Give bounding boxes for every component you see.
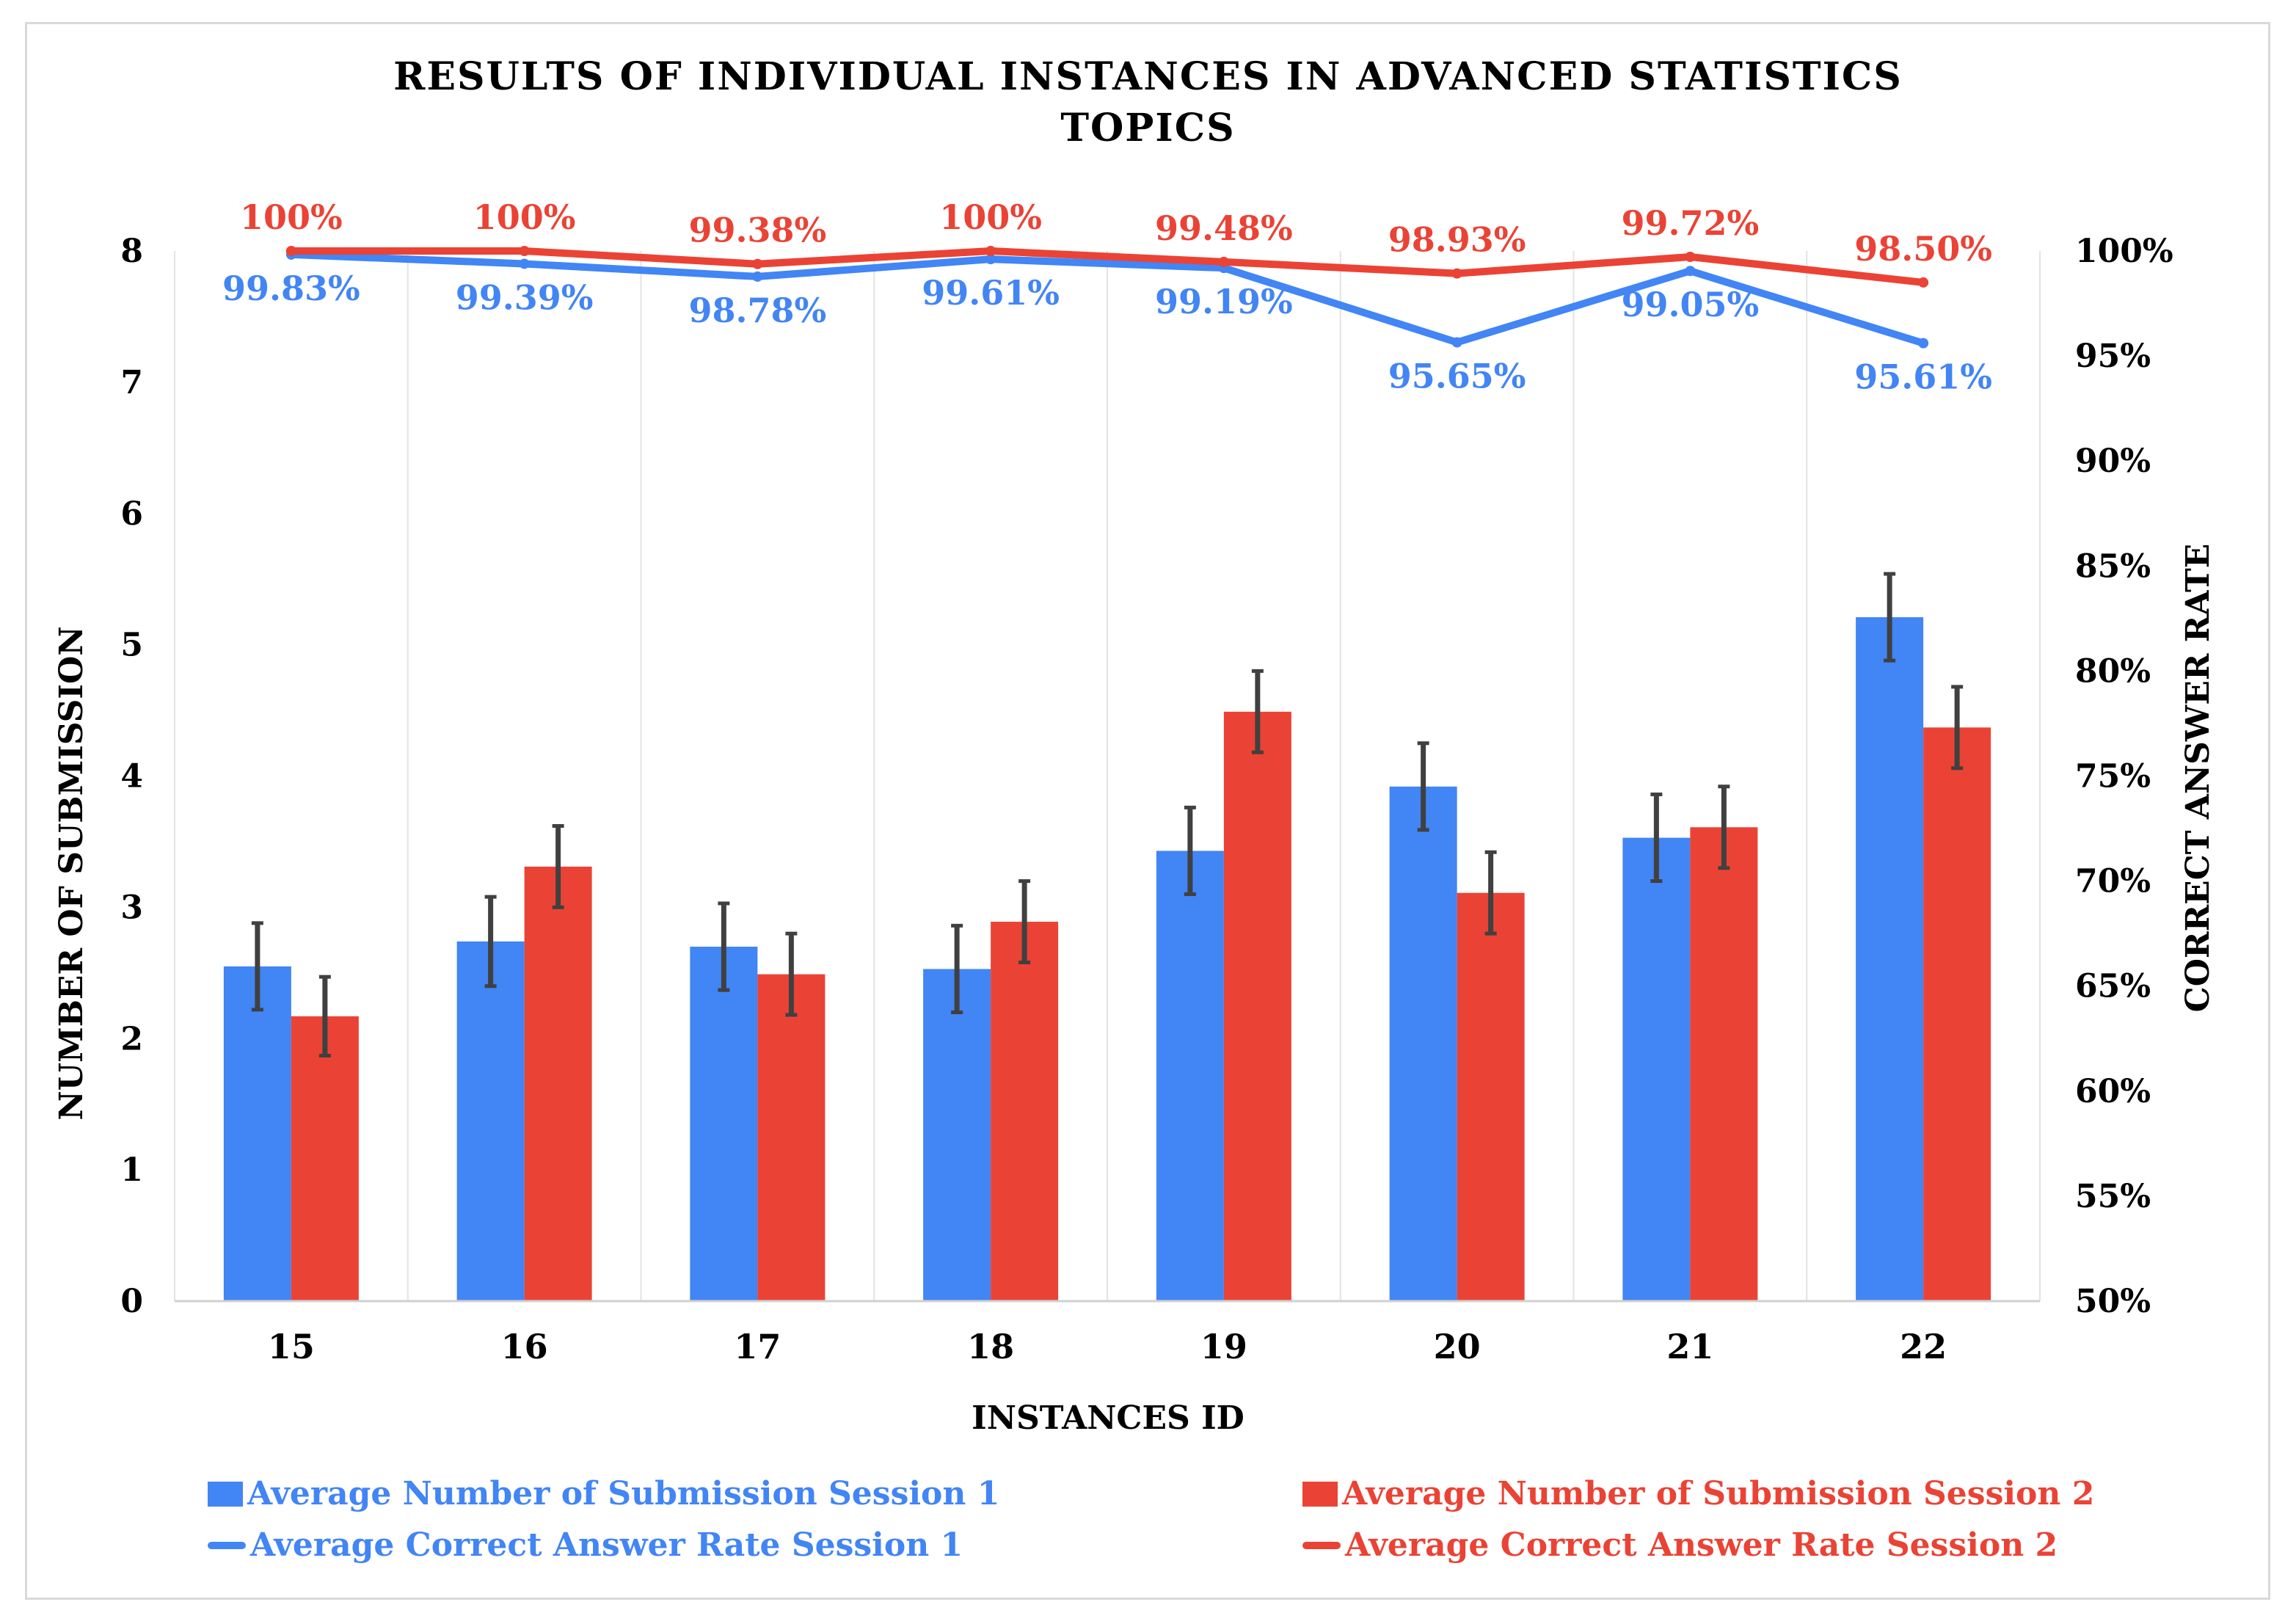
data-label-rate-session-1: 99.05% bbox=[1621, 285, 1759, 324]
y-tick-label: 2 bbox=[120, 1020, 143, 1057]
line-correct-rate-session-1 bbox=[287, 250, 1928, 347]
y2-tick-label: 80% bbox=[2075, 652, 2151, 690]
line-point-session-2-16 bbox=[519, 246, 530, 256]
bar-session-2-22 bbox=[1923, 727, 1991, 1301]
x-tick-label: 20 bbox=[1434, 1327, 1481, 1366]
chart-title-line-2: TOPICS bbox=[1060, 106, 1236, 150]
chart-title: RESULTS OF INDIVIDUAL INSTANCES IN ADVAN… bbox=[0, 51, 2296, 154]
line-point-session-1-21 bbox=[1685, 266, 1696, 277]
bar-session-1-21 bbox=[1622, 837, 1691, 1301]
line-point-session-2-15 bbox=[285, 246, 296, 256]
data-label-rate-session-2: 98.93% bbox=[1388, 220, 1526, 260]
data-label-rate-session-1: 95.65% bbox=[1388, 356, 1526, 396]
data-label-rate-session-2: 99.48% bbox=[1155, 208, 1293, 248]
legend-label-line-session-1: Average Correct Answer Rate Session 1 bbox=[250, 1526, 963, 1564]
bar-session-2-16 bbox=[524, 866, 592, 1301]
bar-session-1-18 bbox=[923, 969, 991, 1301]
bar-session-2-15 bbox=[291, 1016, 359, 1301]
line-point-session-1-17 bbox=[752, 271, 763, 282]
legend-label-bar-session-2: Average Number of Submission Session 2 bbox=[1342, 1475, 2095, 1512]
line-point-session-1-20 bbox=[1451, 337, 1462, 348]
data-label-rate-session-2: 100% bbox=[473, 197, 576, 237]
y-axis-title: NUMBER OF SUBMISSION bbox=[53, 626, 90, 1120]
legend-line-session-1: Average Correct Answer Rate Session 1 bbox=[208, 1526, 963, 1564]
x-axis-title: INSTANCES ID bbox=[972, 1399, 1244, 1437]
line-point-session-2-17 bbox=[752, 258, 763, 269]
line-point-session-1-18 bbox=[985, 254, 996, 265]
line-point-session-1-16 bbox=[519, 258, 530, 269]
y2-tick-label: 75% bbox=[2075, 758, 2151, 795]
bar-session-1-22 bbox=[1856, 617, 1924, 1301]
x-tick-label: 22 bbox=[1900, 1327, 1947, 1366]
y-tick-label: 1 bbox=[120, 1151, 143, 1189]
y-tick-label: 3 bbox=[120, 889, 143, 926]
bar-session-1-16 bbox=[456, 941, 525, 1301]
data-label-rate-session-2: 100% bbox=[240, 197, 343, 237]
y2-tick-label: 55% bbox=[2075, 1178, 2151, 1215]
bar-session-1-20 bbox=[1389, 786, 1457, 1301]
line-point-session-2-19 bbox=[1218, 256, 1229, 267]
y2-tick-label: 60% bbox=[2075, 1073, 2151, 1110]
data-label-rate-session-1: 95.61% bbox=[1854, 357, 1992, 397]
y2-tick-label: 65% bbox=[2075, 968, 2151, 1005]
data-label-rate-session-1: 99.83% bbox=[222, 269, 360, 308]
line-point-session-2-20 bbox=[1451, 268, 1462, 279]
legend-line-session-2: Average Correct Answer Rate Session 2 bbox=[1302, 1526, 2058, 1564]
bar-session-1-19 bbox=[1156, 851, 1224, 1301]
y-tick-label: 5 bbox=[120, 627, 143, 664]
y-tick-label: 4 bbox=[120, 758, 143, 795]
legend-bar-session-1: Average Number of Submission Session 1 bbox=[208, 1475, 999, 1512]
legend-swatch-line-session-2 bbox=[1302, 1541, 1341, 1549]
data-label-rate-session-1: 98.78% bbox=[688, 291, 826, 330]
legend-label-bar-session-1: Average Number of Submission Session 1 bbox=[247, 1475, 1000, 1512]
x-tick-label: 18 bbox=[967, 1327, 1014, 1366]
bar-session-2-18 bbox=[991, 922, 1059, 1301]
bar-session-2-20 bbox=[1457, 892, 1525, 1301]
legend-swatch-bar-session-2 bbox=[1302, 1481, 1338, 1507]
data-label-rate-session-2: 99.38% bbox=[688, 211, 826, 250]
x-tick-label: 16 bbox=[501, 1327, 548, 1366]
y2-tick-label: 95% bbox=[2075, 338, 2151, 375]
y2-tick-label: 85% bbox=[2075, 547, 2151, 585]
x-tick-label: 19 bbox=[1200, 1327, 1247, 1366]
y2-tick-label: 70% bbox=[2075, 863, 2151, 900]
legend-bar-session-2: Average Number of Submission Session 2 bbox=[1302, 1475, 2094, 1512]
line-point-session-2-22 bbox=[1918, 277, 1929, 288]
legend-swatch-bar-session-1 bbox=[208, 1481, 243, 1507]
x-tick-label: 21 bbox=[1666, 1327, 1713, 1366]
y2-tick-label: 50% bbox=[2075, 1283, 2151, 1320]
chart-title-line-1: RESULTS OF INDIVIDUAL INSTANCES IN ADVAN… bbox=[393, 54, 1903, 99]
data-label-rate-session-1: 99.61% bbox=[922, 273, 1060, 313]
y2-axis-title: CORRECT ANSWER RATE bbox=[2179, 544, 2217, 1013]
line-point-session-2-21 bbox=[1685, 252, 1696, 263]
y-tick-label: 8 bbox=[120, 233, 143, 270]
y-tick-label: 0 bbox=[120, 1283, 143, 1320]
line-point-session-2-18 bbox=[985, 246, 996, 256]
y2-tick-label: 90% bbox=[2075, 443, 2151, 480]
y2-tick-label: 100% bbox=[2075, 233, 2173, 270]
x-tick-label: 17 bbox=[734, 1327, 781, 1366]
data-label-rate-session-2: 100% bbox=[939, 197, 1042, 237]
bar-session-2-19 bbox=[1223, 711, 1291, 1301]
bar-session-2-21 bbox=[1690, 827, 1758, 1301]
bar-session-2-17 bbox=[757, 974, 826, 1301]
x-tick-label: 15 bbox=[268, 1327, 315, 1366]
bar-session-1-17 bbox=[690, 947, 758, 1301]
bar-session-1-15 bbox=[223, 966, 291, 1301]
line-correct-rate-session-2 bbox=[287, 247, 1928, 286]
y-tick-label: 7 bbox=[120, 364, 143, 401]
data-label-rate-session-1: 99.39% bbox=[456, 277, 594, 317]
line-point-session-1-22 bbox=[1918, 338, 1929, 349]
y-tick-label: 6 bbox=[120, 495, 143, 533]
data-label-rate-session-1: 99.19% bbox=[1155, 282, 1293, 321]
legend-label-line-session-2: Average Correct Answer Rate Session 2 bbox=[1345, 1526, 2058, 1564]
data-label-rate-session-2: 98.50% bbox=[1854, 229, 1992, 269]
data-label-rate-session-2: 99.72% bbox=[1621, 203, 1759, 243]
legend-swatch-line-session-1 bbox=[208, 1541, 246, 1549]
